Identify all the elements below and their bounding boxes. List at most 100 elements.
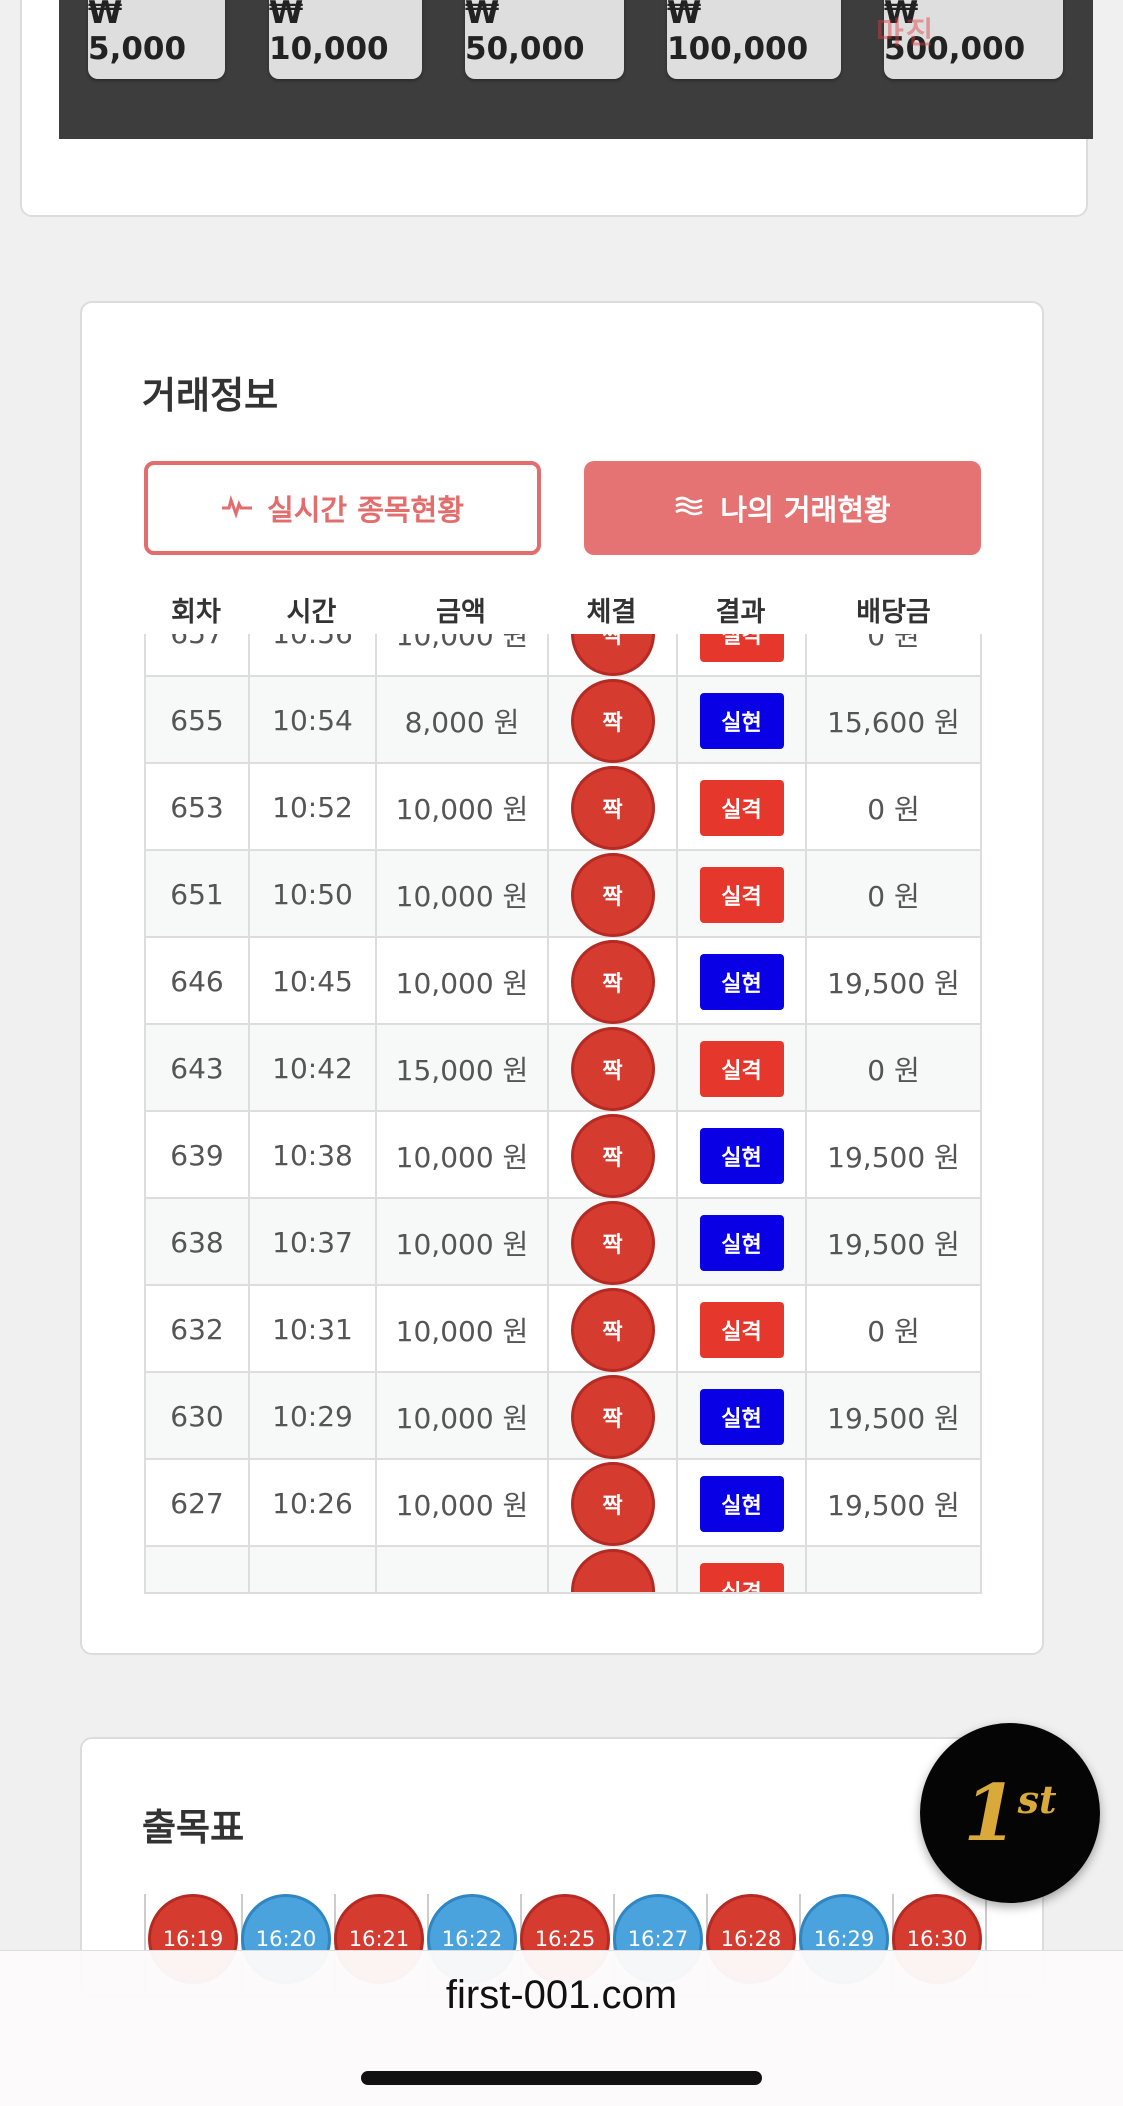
cell-pick: 짝	[547, 634, 676, 677]
amount-button-50000[interactable]: ₩ 50,000	[465, 0, 624, 79]
cell-round: 657	[144, 634, 248, 677]
cell-pick: 짝	[547, 851, 676, 938]
cell-payout-text: 0 원	[867, 634, 920, 652]
header-payout: 배당금	[856, 596, 931, 628]
cell-time-text: 10:45	[272, 965, 353, 998]
cell-pick: 짝	[547, 677, 676, 764]
cell-time: 10:42	[248, 1025, 375, 1112]
tab-realtime-status[interactable]: 실시간 종목현황	[144, 461, 541, 555]
header-amount: 금액	[436, 596, 486, 628]
pick-circle: 짝	[570, 1461, 655, 1546]
address-bar-url[interactable]: first-001.com	[445, 1973, 678, 2017]
cell-time: 10:31	[248, 1286, 375, 1373]
cell-amount-text: 15,000 원	[395, 1053, 529, 1087]
cell-payout-text: 19,500 원	[827, 1227, 960, 1261]
trade-table-header: 회차 시간 금액 체결 결과 배당금	[144, 584, 982, 634]
cell-round: 653	[144, 764, 248, 851]
site-logo-badge[interactable]: 1st	[920, 1723, 1100, 1903]
cell-time: 10:54	[248, 677, 375, 764]
pick-circle: 짝	[570, 852, 655, 937]
cell-payout-text: 0 원	[867, 879, 920, 913]
cell-amount: 10,000 원	[375, 764, 547, 851]
cell-amount-text: 8,000 원	[404, 705, 520, 739]
table-row: 630 10:29 10,000 원 짝 실현 19,500 원	[144, 1373, 982, 1460]
result-badge: 실격	[699, 866, 784, 923]
cell-amount-text: 10,000 원	[395, 1314, 529, 1348]
cell-round-text: 646	[170, 965, 224, 998]
cell-payout	[805, 1547, 982, 1592]
amount-button-500000[interactable]: ₩ 500,000	[884, 0, 1063, 79]
cell-amount: 10,000 원	[375, 1112, 547, 1199]
cell-time-text: 10:38	[272, 1139, 353, 1172]
amount-button-5000[interactable]: ₩ 5,000	[88, 0, 225, 79]
pick-circle: 짝	[570, 634, 655, 676]
table-row: 632 10:31 10,000 원 짝 실격 0 원	[144, 1286, 982, 1373]
cell-pick: 짝	[547, 1286, 676, 1373]
cell-amount: 15,000 원	[375, 1025, 547, 1112]
browser-bottom-bar: first-001.com	[0, 1950, 1123, 2106]
result-badge: 실현	[699, 1127, 784, 1184]
cell-payout: 0 원	[805, 1286, 982, 1373]
cell-round-text: 653	[170, 791, 224, 824]
bet-amount-card: ₩ 5,000 ₩ 10,000 ₩ 50,000 ₩ 100,000 ₩ 50…	[20, 0, 1093, 217]
cell-round: 630	[144, 1373, 248, 1460]
cell-payout-text: 19,500 원	[827, 966, 960, 1000]
cell-time-text: 10:42	[272, 1052, 353, 1085]
cell-round-text: 655	[170, 704, 224, 737]
cell-result: 실현	[676, 938, 805, 1025]
cell-payout: 19,500 원	[805, 1112, 982, 1199]
result-badge: 실격	[699, 1301, 784, 1358]
table-row: 653 10:52 10,000 원 짝 실격 0 원	[144, 764, 982, 851]
tab-my-trades-label: 나의 거래현황	[720, 493, 891, 527]
cell-amount: 10,000 원	[375, 851, 547, 938]
result-badge: 실현	[699, 953, 784, 1010]
cell-pick: 짝	[547, 1460, 676, 1547]
cell-payout: 0 원	[805, 851, 982, 938]
cell-round-text: 630	[170, 1400, 224, 1433]
cell-time-text: 10:54	[272, 704, 353, 737]
result-board-title: 출목표	[142, 1806, 245, 1849]
cell-result: 실현	[676, 1460, 805, 1547]
cell-amount: 10,000 원	[375, 1460, 547, 1547]
cell-amount	[375, 1547, 547, 1592]
cell-time: 10:29	[248, 1373, 375, 1460]
cell-payout: 19,500 원	[805, 1460, 982, 1547]
cell-amount: 8,000 원	[375, 677, 547, 764]
cell-round-text: 651	[170, 878, 224, 911]
cell-payout-text: 19,500 원	[827, 1140, 960, 1174]
cell-payout: 19,500 원	[805, 1373, 982, 1460]
cell-result: 실현	[676, 1199, 805, 1286]
cell-pick: 짝	[547, 1199, 676, 1286]
cell-time-text: 10:31	[272, 1313, 353, 1346]
home-indicator[interactable]	[361, 2071, 762, 2085]
cell-amount-text: 10,000 원	[395, 792, 529, 826]
cell-amount-text: 10,000 원	[395, 1140, 529, 1174]
cell-round-text: 638	[170, 1226, 224, 1259]
trade-info-card: 거래정보 실시간 종목현황 나의 거래현황 회차 시간 금액 체결 결과 배당금…	[80, 301, 1044, 1655]
cell-time: 10:38	[248, 1112, 375, 1199]
cell-time	[248, 1547, 375, 1592]
amount-button-10000[interactable]: ₩ 10,000	[269, 0, 422, 79]
table-row: 627 10:26 10,000 원 짝 실현 19,500 원	[144, 1460, 982, 1547]
cell-payout: 19,500 원	[805, 1199, 982, 1286]
result-badge: 실격	[699, 779, 784, 836]
cell-pick: 짝	[547, 938, 676, 1025]
table-row: 657 10:56 10,000 원 짝 실격 0 원	[144, 634, 982, 677]
table-row: 643 10:42 15,000 원 짝 실격 0 원	[144, 1025, 982, 1112]
tab-my-trades[interactable]: 나의 거래현황	[584, 461, 981, 555]
tab-realtime-label: 실시간 종목현황	[267, 493, 464, 527]
pulse-icon	[221, 491, 253, 526]
cell-payout-text: 0 원	[867, 1053, 920, 1087]
cell-amount-text: 10,000 원	[395, 1488, 529, 1522]
cell-round: 655	[144, 677, 248, 764]
cell-result: 실격	[676, 1286, 805, 1373]
cell-round-text: 627	[170, 1487, 224, 1520]
result-badge: 실격	[699, 1040, 784, 1097]
cell-payout: 19,500 원	[805, 938, 982, 1025]
cell-time: 10:37	[248, 1199, 375, 1286]
cell-amount-text: 10,000 원	[395, 879, 529, 913]
amount-button-100000[interactable]: ₩ 100,000	[667, 0, 841, 79]
cell-result: 실격	[676, 1547, 805, 1592]
cell-time: 10:56	[248, 634, 375, 677]
